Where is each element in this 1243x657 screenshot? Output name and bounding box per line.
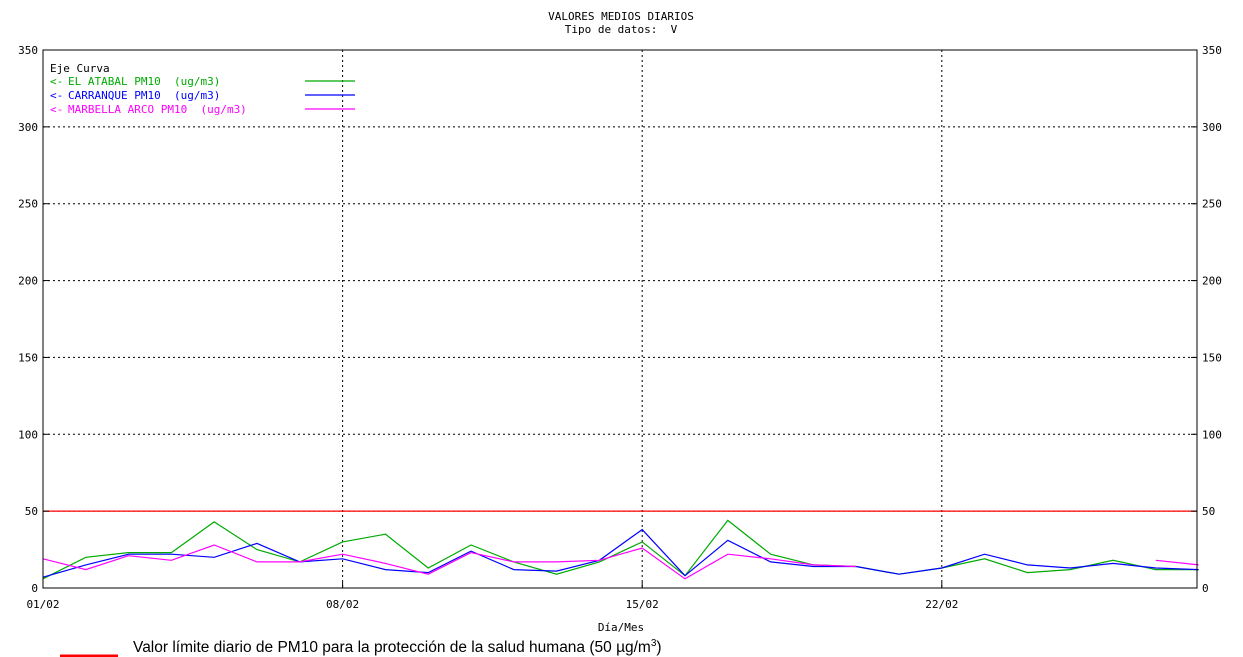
- series-line-2: [42, 528, 1199, 578]
- x-tick-label: 22/02: [925, 598, 958, 611]
- footnote-text: Valor límite diario de PM10 para la prot…: [133, 638, 662, 656]
- series-line-3: [42, 544, 1199, 580]
- legend-header: Eje Curva: [50, 62, 110, 75]
- y-tick-label-left: 250: [18, 198, 38, 211]
- y-tick-label-right: 0: [1202, 582, 1209, 595]
- chart-title: VALORES MEDIOS DIARIOS: [548, 10, 694, 23]
- legend-label: EL ATABAL PM10 (ug/m3): [68, 75, 220, 88]
- legend-label: CARRANQUE PM10 (ug/m3): [68, 89, 220, 102]
- y-tick-label-right: 100: [1202, 428, 1222, 441]
- y-tick-label-left: 0: [31, 582, 38, 595]
- legend-arrow: <-: [50, 89, 63, 102]
- y-tick-label-right: 250: [1202, 198, 1222, 211]
- legend-label: MARBELLA ARCO PM10 (ug/m3): [68, 103, 247, 116]
- plot-frame: [42, 49, 1198, 589]
- y-tick-label-right: 300: [1202, 121, 1222, 134]
- x-tick-label: 08/02: [326, 598, 359, 611]
- y-tick-label-left: 350: [18, 44, 38, 57]
- y-tick-label-right: 50: [1202, 505, 1215, 518]
- x-axis-ticks: 01/02 08/02 15/02 22/02: [26, 582, 958, 611]
- y-tick-label-left: 150: [18, 351, 38, 364]
- y-tick-label-left: 100: [18, 428, 38, 441]
- legend-arrow: <-: [50, 103, 63, 116]
- y-tick-label-right: 200: [1202, 275, 1222, 288]
- y-tick-label-left: 50: [25, 505, 38, 518]
- y-tick-label-right: 150: [1202, 351, 1222, 364]
- series-line-1: [42, 519, 1199, 580]
- y-tick-label-left: 200: [18, 275, 38, 288]
- legend: Eje Curva <- EL ATABAL PM10 (ug/m3) <- CARR…: [50, 62, 355, 116]
- chart-subtitle: Tipo de datos: V: [565, 23, 678, 36]
- y-tick-label-left: 300: [18, 121, 38, 134]
- x-tick-label: 01/02: [26, 598, 59, 611]
- grid-lines: [43, 50, 1197, 588]
- footnote: Valor límite diario de PM10 para la prot…: [60, 638, 662, 657]
- y-axis-ticks: 0 0 50 50 100 100 150 150 200 200 250 250 300 300 350 3…: [18, 44, 1222, 595]
- legend-arrow: <-: [50, 75, 63, 88]
- y-tick-label-right: 350: [1202, 44, 1222, 57]
- x-tick-label: 15/02: [626, 598, 659, 611]
- footnote-closing: ): [656, 639, 661, 656]
- series-lines: [42, 519, 1199, 580]
- footnote-superscript: 3: [651, 638, 657, 649]
- x-axis-label: Día/Mes: [598, 621, 644, 634]
